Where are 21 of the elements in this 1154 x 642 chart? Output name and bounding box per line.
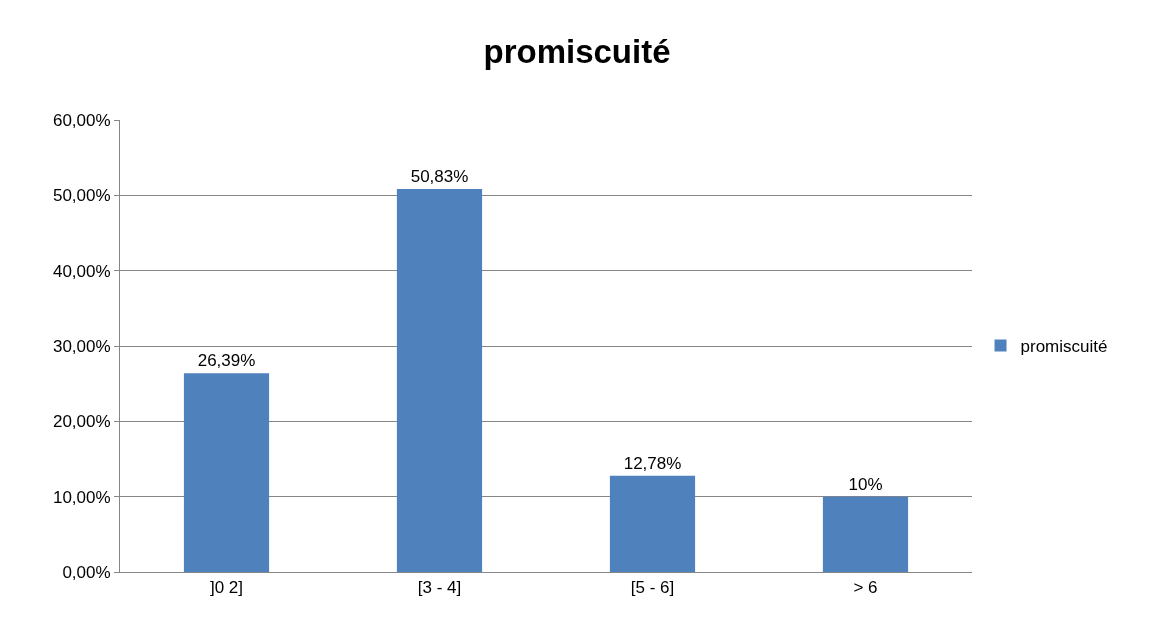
y-tick-label: 20,00%	[52, 412, 111, 432]
x-tick-label: > 6	[853, 578, 878, 598]
bar	[183, 373, 270, 572]
bar	[396, 189, 483, 572]
data-label: 26,39%	[197, 351, 256, 371]
y-tick-label: 10,00%	[52, 487, 111, 507]
y-tick-label: 50,00%	[52, 186, 111, 206]
data-label: 10%	[848, 474, 883, 494]
x-tick-label: [3 - 4]	[417, 578, 462, 598]
y-tick-label: 0,00%	[62, 562, 111, 582]
bar	[609, 475, 696, 572]
bar	[822, 496, 909, 572]
data-label: 50,83%	[410, 167, 469, 187]
y-tick-label: 40,00%	[52, 261, 111, 281]
data-label: 12,78%	[623, 453, 682, 473]
y-tick-label: 60,00%	[52, 110, 111, 130]
y-tick-label: 30,00%	[52, 336, 111, 356]
x-tick-label: [5 - 6]	[630, 578, 675, 598]
x-tick-label: ]0 2]	[209, 578, 244, 598]
legend-label: promiscuité	[1020, 337, 1108, 357]
chart-title: promiscuité	[483, 32, 671, 70]
